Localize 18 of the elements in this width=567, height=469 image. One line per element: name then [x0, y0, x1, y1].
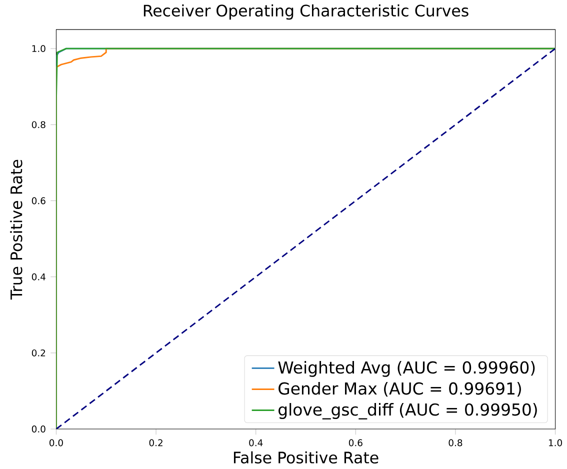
legend-label: glove_gsc_diff (AUC = 0.99950) — [278, 402, 537, 420]
x-tick-label: 0.4 — [249, 439, 263, 446]
y-tick-label: 0.2 — [32, 349, 46, 356]
x-tick-label: 0.2 — [149, 439, 162, 446]
x-tick-label: 1.0 — [548, 439, 562, 446]
x-tick-label: 0.0 — [50, 439, 63, 446]
y-tick-label: 0.6 — [32, 197, 46, 204]
x-axis-title: False Positive Rate — [234, 451, 378, 464]
x-tick-label: 0.6 — [348, 439, 362, 446]
x-tick-label: 0.8 — [448, 439, 462, 446]
y-tick-label: 1.0 — [32, 44, 46, 52]
y-tick-label: 0.0 — [32, 425, 46, 432]
y-axis-title: True Positive Rate — [10, 160, 22, 300]
legend-label: Weighted Avg (AUC = 0.99960) — [278, 360, 535, 377]
chart-title: Receiver Operating Characteristic Curves — [144, 4, 468, 20]
y-tick-label: 0.8 — [32, 120, 46, 128]
legend-label: Gender Max (AUC = 0.99691) — [278, 382, 521, 396]
y-tick-label: 0.4 — [32, 273, 46, 280]
